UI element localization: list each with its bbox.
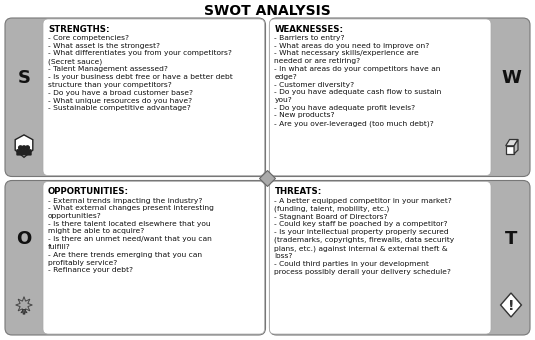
Circle shape <box>22 146 26 150</box>
FancyBboxPatch shape <box>270 18 530 176</box>
Text: T: T <box>505 230 517 248</box>
Text: O: O <box>17 230 32 248</box>
Polygon shape <box>15 135 33 157</box>
FancyBboxPatch shape <box>43 19 264 175</box>
Text: - Core competencies?
- What asset is the strongest?
- What differentiates you fr: - Core competencies? - What asset is the… <box>48 35 233 111</box>
Polygon shape <box>506 139 518 146</box>
Circle shape <box>19 146 22 150</box>
Polygon shape <box>16 297 32 313</box>
Polygon shape <box>21 309 26 315</box>
FancyBboxPatch shape <box>5 181 265 335</box>
Polygon shape <box>259 170 276 187</box>
Polygon shape <box>506 146 514 154</box>
Text: THREATS:: THREATS: <box>274 187 322 197</box>
Text: WEAKNESSES:: WEAKNESSES: <box>274 25 343 34</box>
Text: OPPORTUNITIES:: OPPORTUNITIES: <box>48 187 129 197</box>
Text: SWOT ANALYSIS: SWOT ANALYSIS <box>204 4 331 18</box>
FancyBboxPatch shape <box>5 18 265 176</box>
Text: - A better equipped competitor in your market?
(funding, talent, mobility, etc.): - A better equipped competitor in your m… <box>274 198 455 275</box>
FancyBboxPatch shape <box>270 19 491 175</box>
Text: W: W <box>501 69 521 87</box>
FancyBboxPatch shape <box>43 182 264 334</box>
FancyBboxPatch shape <box>16 149 32 156</box>
Text: S: S <box>18 69 30 87</box>
FancyBboxPatch shape <box>270 182 491 334</box>
FancyBboxPatch shape <box>270 181 530 335</box>
Text: STRENGTHS:: STRENGTHS: <box>48 25 110 34</box>
Circle shape <box>26 146 29 150</box>
Text: - Barriers to entry?
- What areas do you need to improve on?
- What necessary sk: - Barriers to entry? - What areas do you… <box>274 35 442 127</box>
Polygon shape <box>22 309 27 315</box>
Text: - External trends impacting the industry?
- What external changes present intere: - External trends impacting the industry… <box>48 198 214 273</box>
Text: !: ! <box>508 299 514 313</box>
Polygon shape <box>501 293 522 317</box>
Polygon shape <box>514 139 518 154</box>
